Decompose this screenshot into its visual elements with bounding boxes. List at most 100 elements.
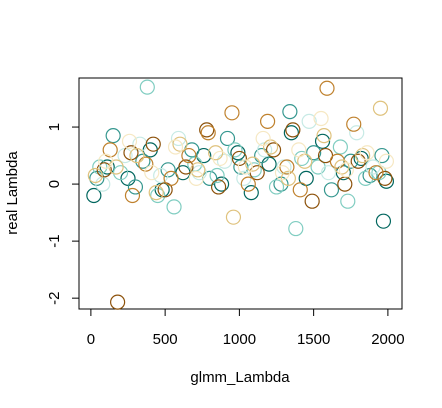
point: [265, 142, 282, 158]
point: [245, 156, 261, 172]
point: [199, 122, 215, 138]
x-axis-label: glmm_Lambda: [190, 369, 290, 386]
point: [282, 104, 298, 120]
point: [355, 147, 371, 164]
x-tick-label: 500: [153, 331, 178, 348]
x-tick-label: 2000: [371, 331, 404, 348]
y-tick-label: 0: [46, 180, 63, 188]
point: [167, 139, 184, 155]
point: [261, 156, 277, 172]
point: [243, 185, 259, 201]
point: [288, 220, 304, 237]
point: [212, 150, 228, 167]
point: [135, 153, 151, 169]
point: [374, 147, 390, 164]
point: [285, 122, 301, 138]
point: [178, 159, 194, 175]
point: [346, 116, 362, 132]
point: [172, 136, 188, 152]
point: [224, 105, 240, 121]
y-tick-label: -1: [46, 234, 63, 247]
point: [153, 167, 169, 184]
point: [105, 128, 121, 144]
x-tick-label: 0: [87, 331, 95, 348]
point: [353, 150, 369, 167]
point: [314, 133, 331, 149]
point: [124, 187, 141, 204]
point: [112, 165, 129, 181]
point: [338, 162, 354, 178]
point: [170, 130, 187, 147]
point: [276, 159, 292, 175]
point: [209, 167, 225, 184]
point: [181, 147, 197, 164]
point: [202, 170, 218, 186]
point: [210, 179, 227, 195]
point: [219, 130, 236, 147]
plot-box: [78, 77, 403, 310]
point: [166, 199, 182, 215]
point: [200, 125, 216, 141]
point: [280, 170, 296, 186]
point: [274, 165, 291, 181]
point: [349, 125, 365, 141]
point: [144, 165, 160, 181]
point: [86, 187, 102, 204]
point: [368, 165, 384, 181]
point: [279, 159, 295, 175]
point: [301, 113, 317, 129]
point: [283, 125, 299, 141]
point: [98, 153, 114, 169]
point: [260, 113, 276, 129]
point: [138, 156, 154, 172]
point: [87, 167, 103, 184]
point: [304, 193, 320, 209]
x-tick-label: 1000: [223, 331, 256, 348]
point: [268, 179, 285, 195]
point: [208, 145, 224, 161]
point: [121, 133, 138, 149]
point: [319, 80, 335, 96]
point: [225, 209, 242, 225]
point: [148, 185, 164, 201]
point: [102, 142, 118, 158]
point: [99, 159, 115, 175]
point: [230, 145, 246, 161]
point: [323, 182, 340, 198]
point: [291, 142, 307, 158]
x-tick-label: 1500: [297, 331, 330, 348]
point: [292, 182, 308, 198]
point: [246, 162, 262, 178]
point: [340, 193, 356, 209]
point: [190, 162, 206, 178]
point: [95, 176, 111, 192]
y-tick-label: -2: [46, 291, 63, 304]
point: [255, 130, 271, 147]
point: [92, 159, 108, 175]
point: [227, 142, 243, 158]
y-axis-label: real Lambda: [4, 151, 21, 235]
point: [240, 176, 256, 192]
point: [236, 170, 252, 186]
point: [139, 79, 155, 95]
point: [163, 170, 179, 186]
point: [110, 294, 126, 310]
point: [371, 165, 387, 181]
point: [350, 153, 366, 169]
point: [359, 145, 375, 161]
point: [294, 150, 310, 167]
point: [375, 213, 392, 229]
point: [313, 110, 329, 127]
point: [329, 153, 345, 169]
point: [145, 136, 161, 152]
point: [334, 159, 350, 175]
point: [237, 159, 253, 175]
point: [316, 128, 332, 144]
point: [231, 150, 247, 167]
point: [216, 153, 233, 169]
point: [378, 153, 395, 169]
point: [127, 179, 144, 195]
point: [372, 100, 389, 116]
point: [132, 136, 148, 152]
